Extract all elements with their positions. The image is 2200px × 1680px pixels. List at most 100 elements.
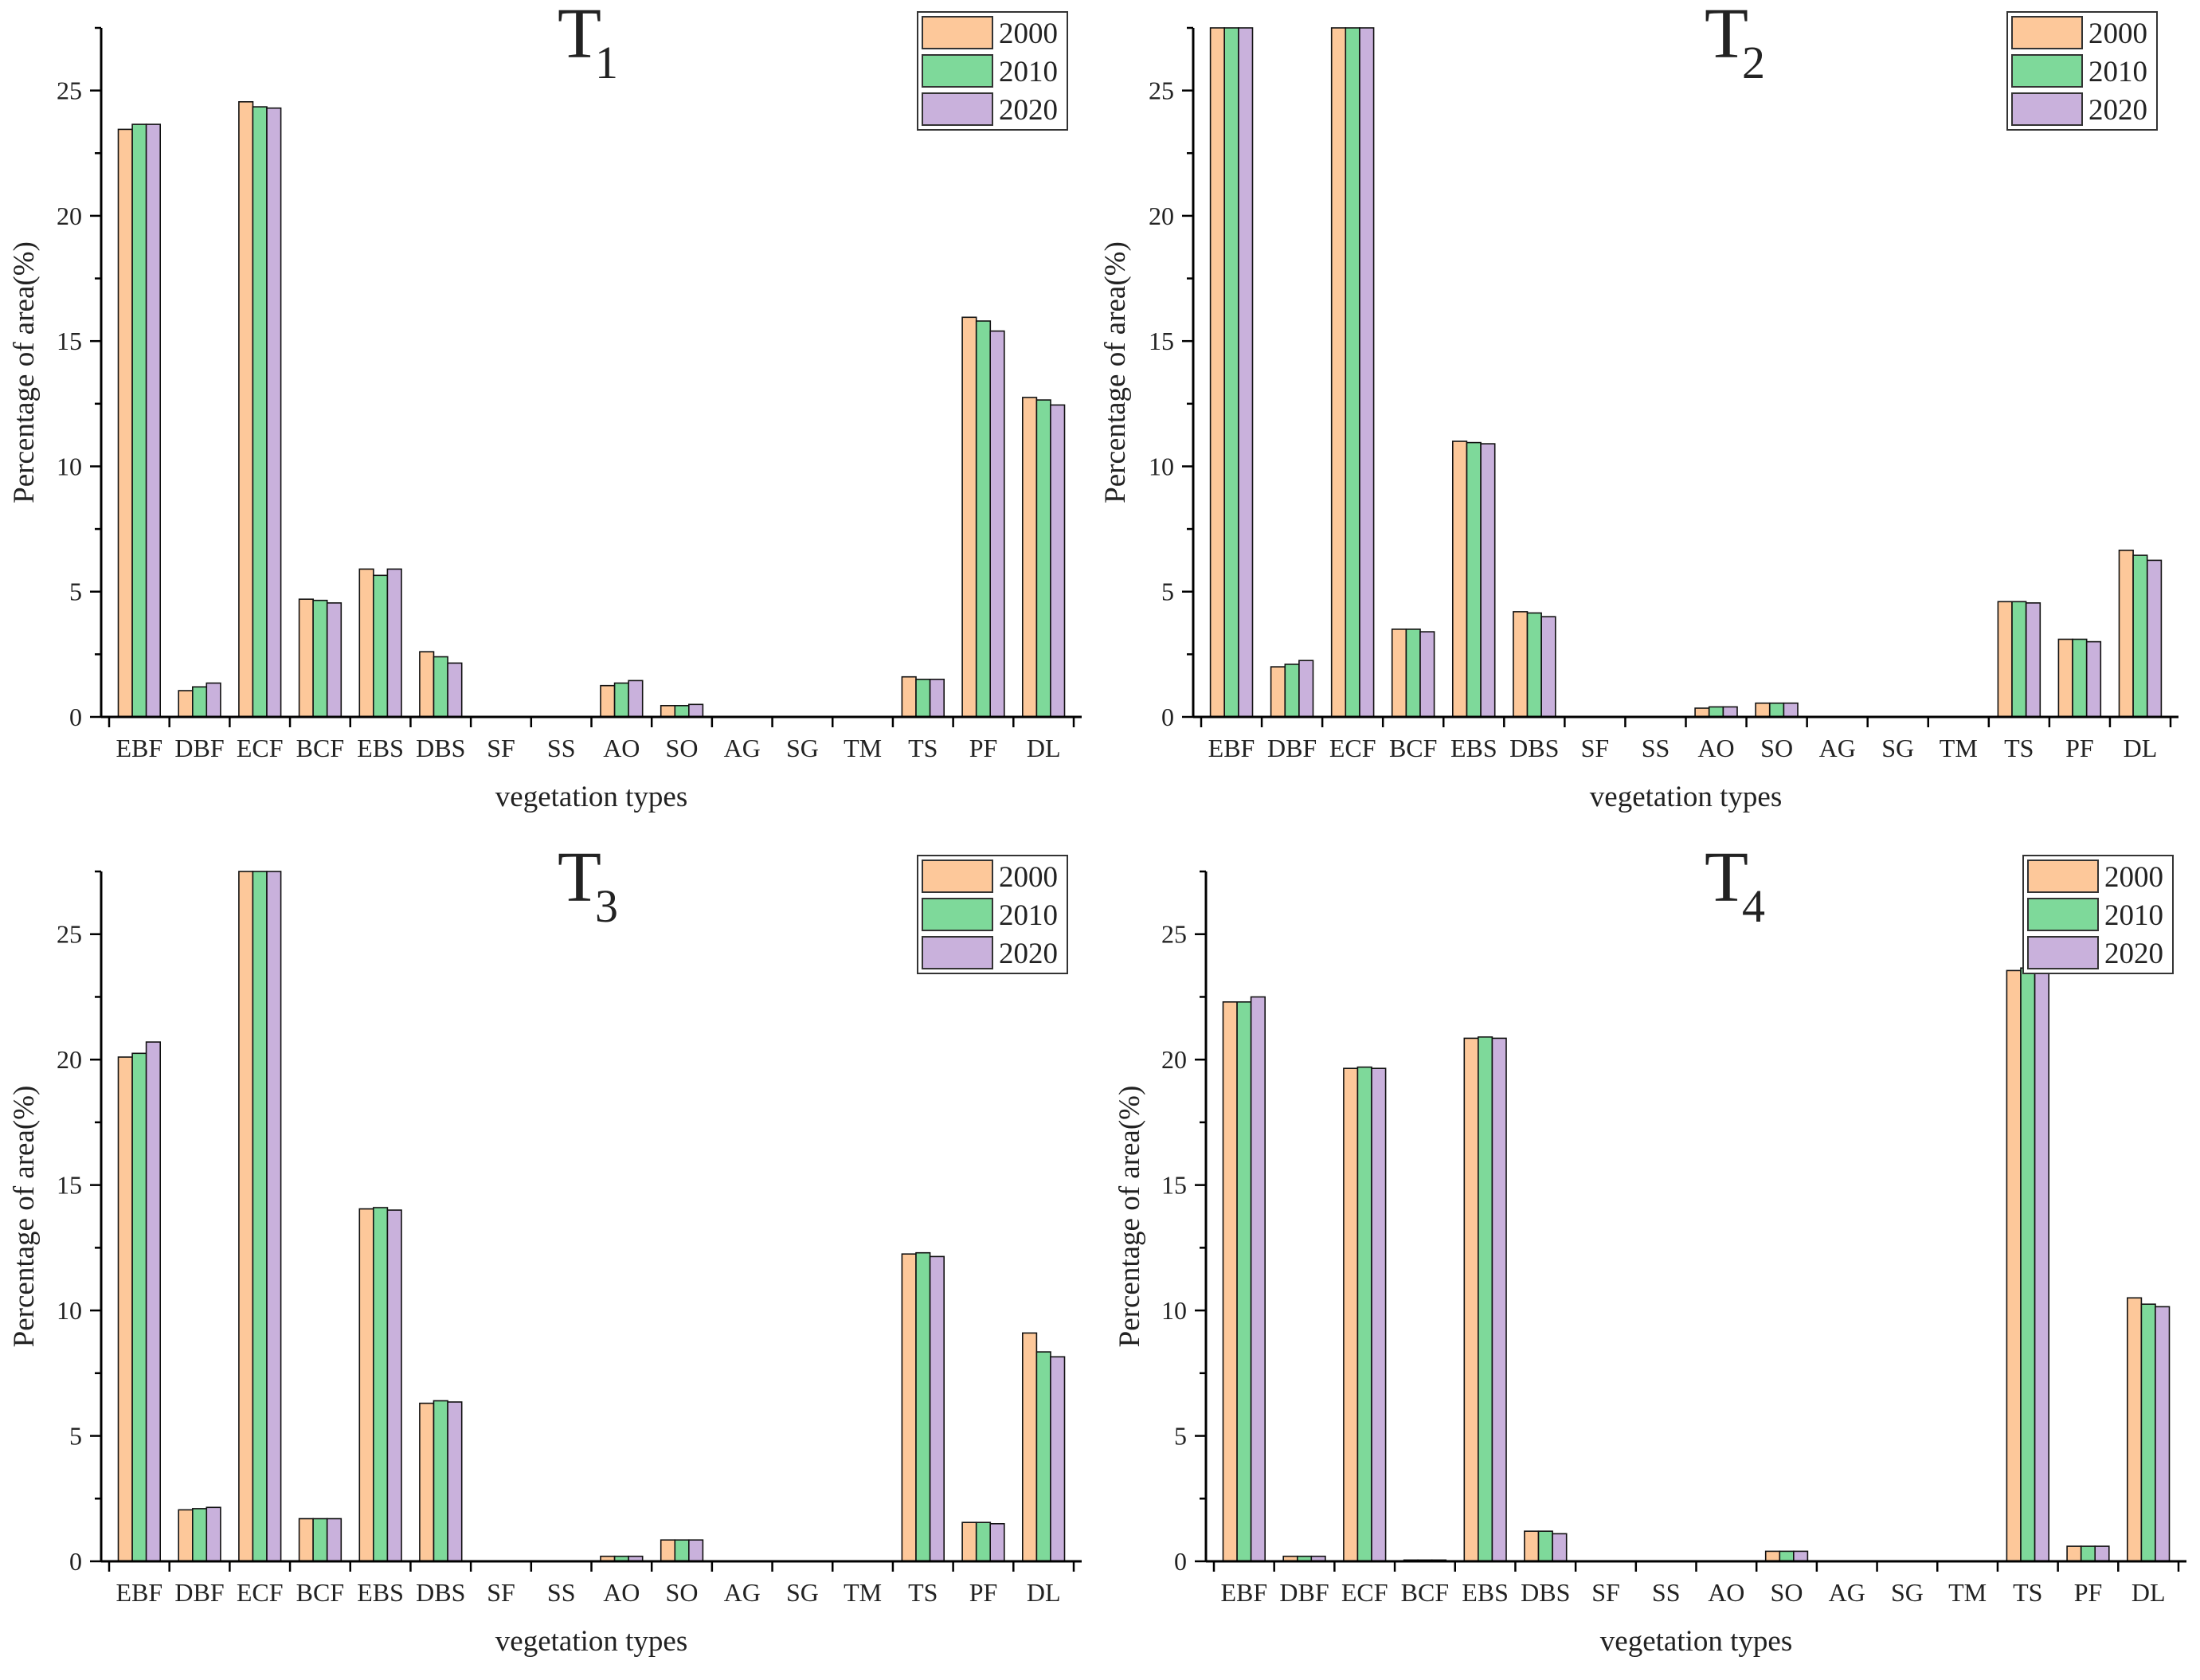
bar-EBF-2010 xyxy=(1236,1001,1252,1562)
x-tick-label-sg: SG xyxy=(1891,1578,1924,1607)
y-tick-label: 5 xyxy=(1161,578,1174,606)
x-tick-label-dl: DL xyxy=(2131,1578,2166,1607)
bar-PF-2000 xyxy=(2066,1545,2082,1562)
bar-SO-2020 xyxy=(1793,1550,1809,1562)
legend: 2000 2010 2020 xyxy=(2022,855,2174,974)
bar-DBF-2000 xyxy=(1270,666,1286,718)
x-tick-label-ao: AO xyxy=(603,734,640,762)
legend-label-2010: 2010 xyxy=(2104,899,2163,932)
x-tick-label-pf: PF xyxy=(2074,1578,2103,1607)
x-tick-label-sf: SF xyxy=(487,734,515,762)
x-tick-label-ag: AG xyxy=(1819,734,1856,762)
bar-EBS-2000 xyxy=(1452,441,1468,718)
bar-DBS-2020 xyxy=(447,1401,463,1562)
legend-swatch-2020 xyxy=(2027,936,2099,969)
bar-DL-2010 xyxy=(1035,399,1051,718)
panel-title: T4 xyxy=(1705,838,1765,932)
bar-ECF-2020 xyxy=(266,871,282,1562)
bar-DBS-2000 xyxy=(419,1402,435,1562)
bar-DBS-2020 xyxy=(1540,616,1556,718)
bar-TS-2010 xyxy=(2011,601,2027,718)
chart-panel-2: 0 5 10 15 20 25 EBF DBF ECF BCF EBS DBS SF SS AO SO AG SG… xyxy=(1099,0,2178,813)
y-tick-label: 5 xyxy=(69,1422,82,1451)
x-tick-label-tm: TM xyxy=(844,734,882,762)
x-tick-label-ao: AO xyxy=(603,1578,640,1607)
bar-SO-2000 xyxy=(660,1539,676,1562)
bar-PF-2000 xyxy=(961,1521,977,1562)
bar-TS-2000 xyxy=(2006,969,2022,1562)
x-tick-label-ss: SS xyxy=(1652,1578,1681,1607)
bar-EBS-2020 xyxy=(386,1209,402,1562)
y-tick-label: 0 xyxy=(69,1547,82,1576)
x-tick-label-sf: SF xyxy=(1591,1578,1620,1607)
legend: 2000 2010 2020 xyxy=(2006,11,2158,131)
x-tick-label-so: SO xyxy=(1771,1578,1803,1607)
x-tick-label-ao: AO xyxy=(1697,734,1734,762)
x-tick-label-tm: TM xyxy=(1948,1578,1987,1607)
bar-SO-2010 xyxy=(1769,702,1785,718)
panel-title-subscript: 1 xyxy=(595,37,618,88)
bar-SO-2020 xyxy=(1783,702,1799,718)
legend-swatch-2000 xyxy=(922,16,993,49)
bar-DBS-2000 xyxy=(1513,611,1529,718)
bar-TS-2010 xyxy=(915,678,931,718)
legend-swatch-2020 xyxy=(922,92,993,126)
x-tick-label-pf: PF xyxy=(969,734,998,762)
legend-label-2010: 2010 xyxy=(2088,56,2147,88)
bar-EBS-2000 xyxy=(1463,1037,1479,1562)
bar-DBF-2010 xyxy=(1284,664,1300,718)
legend-swatch-2010 xyxy=(2011,54,2083,88)
bar-TS-2000 xyxy=(1997,601,2013,718)
bar-ECF-2010 xyxy=(1356,1066,1372,1562)
bar-EBS-2010 xyxy=(372,1207,389,1562)
y-tick-label: 25 xyxy=(57,920,82,949)
bar-DL-2010 xyxy=(2140,1303,2156,1562)
x-axis-label: vegetation types xyxy=(1600,1625,1792,1658)
y-tick-label: 10 xyxy=(57,452,82,480)
bar-EBF-2010 xyxy=(1223,27,1239,718)
legend-swatch-2000 xyxy=(922,860,993,893)
y-tick-label: 0 xyxy=(1161,703,1174,731)
bar-ECF-2010 xyxy=(252,871,268,1562)
bar-EBS-2000 xyxy=(358,568,374,718)
bar-BCF-2010 xyxy=(312,599,328,718)
y-tick-label: 0 xyxy=(69,703,82,731)
x-tick-label-ss: SS xyxy=(1642,734,1670,762)
y-tick-label: 5 xyxy=(69,578,82,606)
bar-DL-2010 xyxy=(1035,1351,1051,1562)
bar-EBS-2010 xyxy=(1478,1036,1493,1562)
x-tick-label-dl: DL xyxy=(1027,1578,1061,1607)
bar-DBS-2010 xyxy=(1537,1530,1553,1562)
chart-panel-1: 0 5 10 15 20 25 EBF DBF ECF BCF EBS DBS SF SS AO SO AG SG… xyxy=(8,0,1082,813)
y-axis-label: Percentage of area(%) xyxy=(1114,1086,1146,1348)
y-tick-label: 25 xyxy=(1149,76,1174,105)
legend-swatch-2020 xyxy=(922,936,993,969)
bar-AO-2000 xyxy=(600,684,616,718)
bar-SO-2000 xyxy=(1755,702,1771,718)
x-tick-label-ag: AG xyxy=(724,1578,761,1607)
x-tick-label-bcf: BCF xyxy=(296,1578,344,1607)
x-tick-label-ts: TS xyxy=(2013,1578,2042,1607)
x-tick-label-ss: SS xyxy=(547,734,576,762)
bar-ECF-2020 xyxy=(266,107,282,718)
x-axis-label: vegetation types xyxy=(495,781,687,813)
x-tick-label-dbs: DBS xyxy=(1521,1578,1570,1607)
panel-title-subscript: 2 xyxy=(1742,37,1765,88)
bar-EBS-2020 xyxy=(1491,1037,1507,1562)
bar-PF-2020 xyxy=(2094,1545,2110,1562)
bar-SO-2020 xyxy=(687,1539,704,1562)
bar-EBF-2020 xyxy=(145,123,162,718)
x-tick-label-sf: SF xyxy=(1581,734,1610,762)
legend-label-2010: 2010 xyxy=(999,899,1058,932)
y-tick-label: 10 xyxy=(57,1296,82,1325)
x-tick-label-dbs: DBS xyxy=(416,734,465,762)
bar-EBF-2000 xyxy=(1209,27,1225,718)
y-tick-label: 10 xyxy=(1149,452,1174,480)
y-axis-label: Percentage of area(%) xyxy=(8,1086,41,1348)
x-tick-label-ebf: EBF xyxy=(1220,1578,1267,1607)
x-tick-label-pf: PF xyxy=(2065,734,2094,762)
bar-TS-2010 xyxy=(2020,967,2036,1562)
bar-PF-2000 xyxy=(961,316,977,718)
bar-DBS-2010 xyxy=(1526,612,1542,718)
